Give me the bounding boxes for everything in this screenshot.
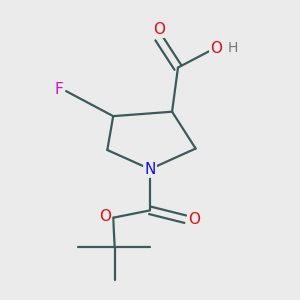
Text: O: O	[188, 212, 200, 227]
Text: N: N	[144, 162, 156, 177]
Text: F: F	[54, 82, 63, 97]
Text: H: H	[228, 41, 238, 56]
Text: O: O	[210, 41, 222, 56]
Text: O: O	[153, 22, 165, 37]
Text: O: O	[99, 209, 111, 224]
